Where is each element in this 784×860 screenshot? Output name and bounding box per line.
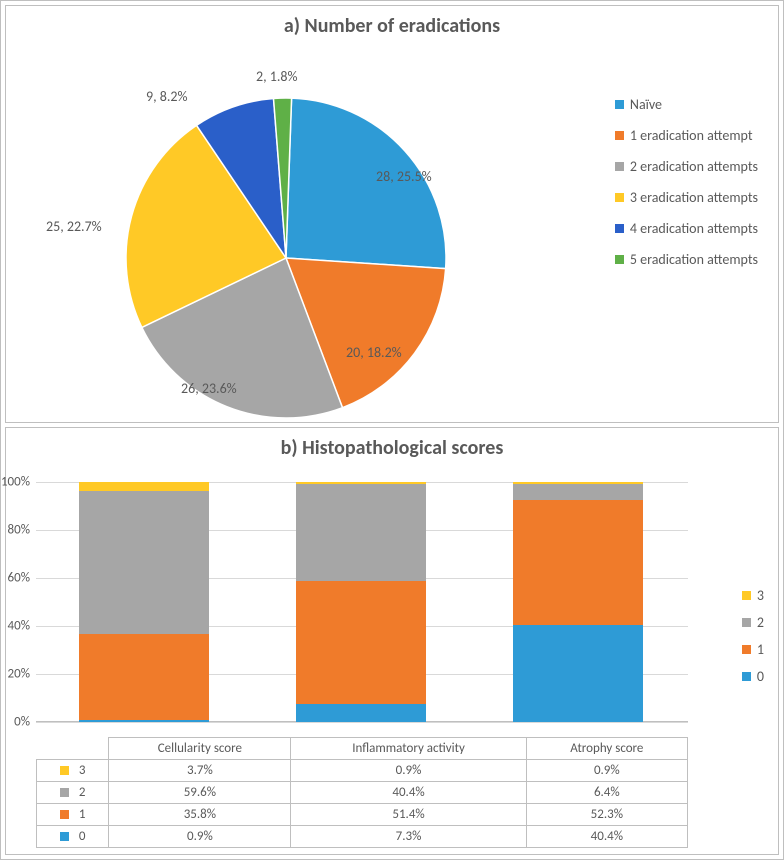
table-cell: 59.6% (109, 782, 291, 804)
bar-legend-item: 1 (742, 641, 764, 658)
legend-label: 2 eradication attempts (630, 158, 758, 175)
bar-seg-2 (513, 484, 643, 499)
ytick-label: 100% (0, 475, 30, 490)
pie-chart (26, 48, 546, 428)
table-row-label: 1 (37, 804, 109, 826)
legend-swatch (615, 162, 624, 171)
table-col-header: Atrophy score (526, 738, 687, 760)
table-cell: 3.7% (109, 760, 291, 782)
legend-item: 5 eradication attempts (615, 251, 758, 268)
table-cell: 40.4% (291, 782, 526, 804)
bar-seg-3 (513, 482, 643, 484)
legend-swatch (742, 645, 751, 654)
bar-legend-item: 3 (742, 587, 764, 604)
pie-slice-naive (286, 98, 446, 269)
ytick-label: 80% (0, 523, 30, 538)
legend-swatch (742, 672, 751, 681)
table-cell: 0.9% (526, 760, 687, 782)
table-cell: 51.4% (291, 804, 526, 826)
panel-a: a) Number of eradications 28, 25.5%20, 1… (5, 5, 779, 423)
table-corner (37, 738, 109, 760)
bar-2 (513, 482, 643, 722)
table-cell: 0.9% (109, 826, 291, 848)
figure-container: a) Number of eradications 28, 25.5%20, 1… (0, 0, 784, 860)
table-row: 1 35.8%51.4%52.3% (37, 804, 688, 826)
legend-swatch (615, 100, 624, 109)
panel-a-title: a) Number of eradications (6, 14, 778, 38)
legend-item: 3 eradication attempts (615, 189, 758, 206)
legend-label: 1 eradication attempt (630, 127, 753, 144)
bar-seg-0 (513, 625, 643, 722)
table-header-row: Cellularity scoreInflammatory activityAt… (37, 738, 688, 760)
legend-swatch (60, 766, 69, 775)
legend-swatch (615, 193, 624, 202)
legend-label: 2 (757, 614, 764, 631)
bar-seg-3 (79, 482, 209, 491)
table-cell: 0.9% (291, 760, 526, 782)
legend-swatch (615, 255, 624, 264)
legend-swatch (742, 618, 751, 627)
legend-label: 3 (757, 587, 764, 604)
legend-swatch (615, 224, 624, 233)
table-row: 33.7%0.9%0.9% (37, 760, 688, 782)
legend-item: 4 eradication attempts (615, 220, 758, 237)
bar-legend: 3 2 1 0 (742, 587, 764, 695)
legend-item: Naïve (615, 96, 758, 113)
bar-0 (79, 482, 209, 722)
bar-seg-3 (296, 482, 426, 484)
legend-item: 2 eradication attempts (615, 158, 758, 175)
legend-swatch (615, 131, 624, 140)
legend-label: 5 eradication attempts (630, 251, 758, 268)
row-label-text: 3 (79, 763, 86, 778)
row-label-text: 2 (79, 785, 86, 800)
table-row-label: 2 (37, 782, 109, 804)
panel-b: b) Histopathological scores 0%20%40%60%8… (5, 427, 779, 855)
bar-seg-0 (296, 704, 426, 722)
table-row: 0 0.9%7.3%40.4% (37, 826, 688, 848)
table-cell: 52.3% (526, 804, 687, 826)
bar-seg-1 (513, 500, 643, 626)
ytick-label: 20% (0, 667, 30, 682)
legend-swatch (60, 810, 69, 819)
bar-seg-0 (79, 720, 209, 722)
legend-label: 0 (757, 668, 764, 685)
legend-label: 1 (757, 641, 764, 658)
bar-legend-item: 0 (742, 668, 764, 685)
legend-label: Naïve (630, 96, 662, 113)
legend-swatch (60, 832, 69, 841)
table-col-header: Cellularity score (109, 738, 291, 760)
bar-seg-1 (296, 581, 426, 704)
panel-b-title: b) Histopathological scores (6, 436, 778, 460)
ytick-label: 0% (0, 715, 30, 730)
table-cell: 6.4% (526, 782, 687, 804)
bar-legend-item: 2 (742, 614, 764, 631)
table-row: 2 59.6%40.4%6.4% (37, 782, 688, 804)
row-label-text: 0 (79, 829, 86, 844)
table-row-label: 3 (37, 760, 109, 782)
table-row-label: 0 (37, 826, 109, 848)
legend-label: 4 eradication attempts (630, 220, 758, 237)
data-table: Cellularity scoreInflammatory activityAt… (36, 737, 688, 848)
legend-label: 3 eradication attempts (630, 189, 758, 206)
bar-seg-1 (79, 634, 209, 720)
bar-1 (296, 482, 426, 722)
row-label-text: 1 (79, 807, 86, 822)
table-cell: 40.4% (526, 826, 687, 848)
ytick-label: 60% (0, 571, 30, 586)
bar-area: 0%20%40%60%80%100% (36, 482, 688, 722)
legend-swatch (60, 788, 69, 797)
legend-item: 1 eradication attempt (615, 127, 758, 144)
gridline (36, 722, 688, 723)
bar-seg-2 (79, 491, 209, 634)
legend-swatch (742, 591, 751, 600)
pie-legend: Naïve 1 eradication attempt 2 eradication … (615, 96, 758, 282)
ytick-label: 40% (0, 619, 30, 634)
table-cell: 35.8% (109, 804, 291, 826)
table-col-header: Inflammatory activity (291, 738, 526, 760)
table-cell: 7.3% (291, 826, 526, 848)
bar-seg-2 (296, 484, 426, 581)
